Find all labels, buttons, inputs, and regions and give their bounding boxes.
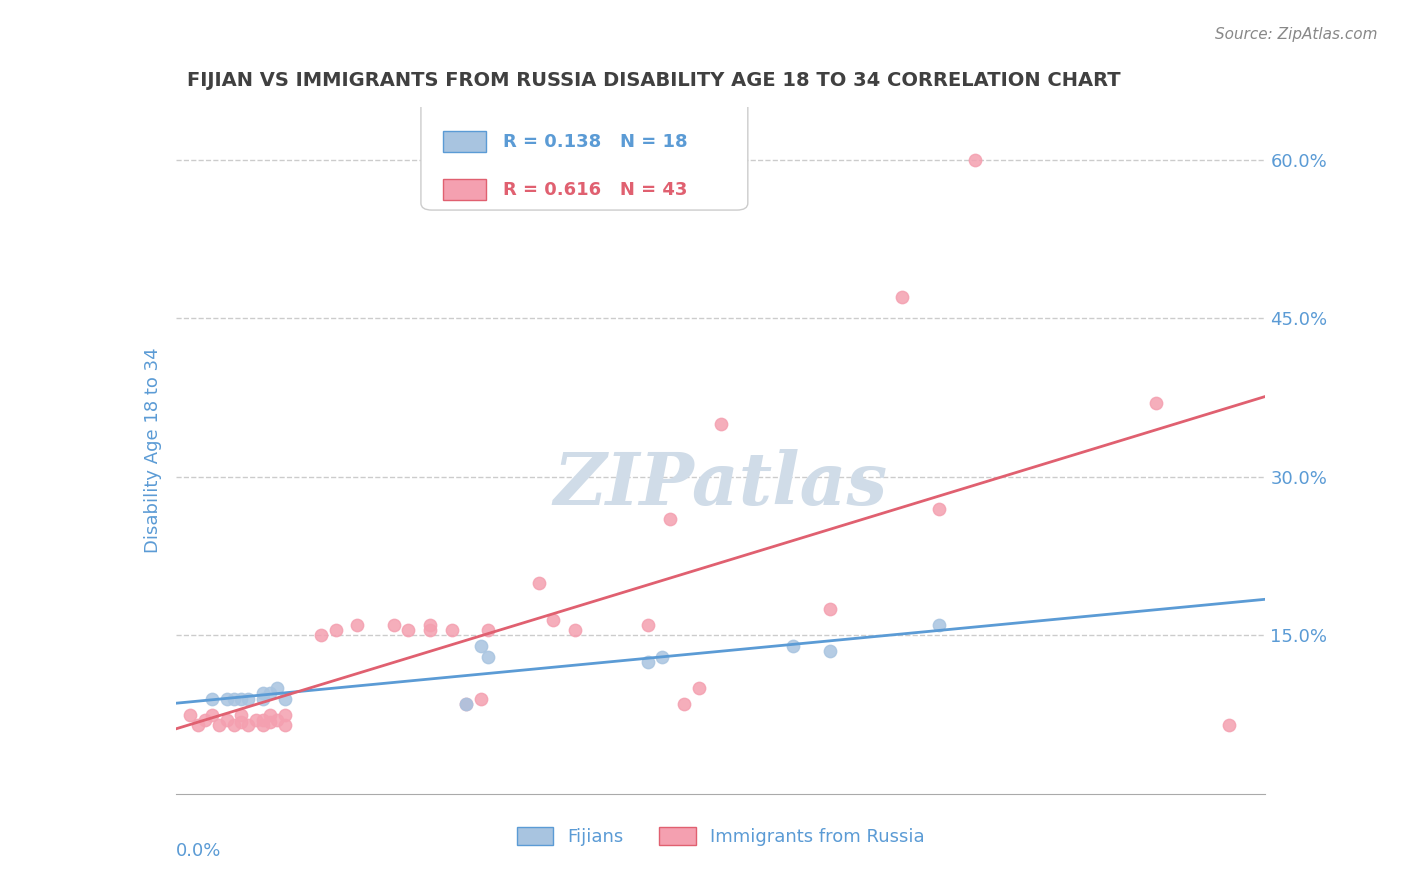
- Point: [564, 623, 586, 637]
- Point: [238, 718, 260, 732]
- Point: [1146, 396, 1168, 410]
- Point: [470, 639, 492, 653]
- Point: [477, 623, 499, 637]
- Point: [274, 691, 297, 706]
- FancyBboxPatch shape: [443, 131, 486, 152]
- Point: [782, 639, 804, 653]
- Point: [456, 697, 478, 711]
- Point: [651, 649, 673, 664]
- Point: [208, 718, 231, 732]
- Point: [1218, 718, 1240, 732]
- Point: [222, 718, 245, 732]
- Point: [231, 714, 253, 729]
- Point: [325, 623, 347, 637]
- Point: [245, 713, 267, 727]
- Point: [259, 707, 281, 722]
- Point: [527, 575, 550, 590]
- Point: [274, 707, 297, 722]
- Point: [818, 644, 841, 658]
- FancyBboxPatch shape: [420, 73, 748, 211]
- Point: [231, 691, 253, 706]
- Point: [252, 686, 274, 700]
- Point: [252, 718, 274, 732]
- Point: [637, 617, 659, 632]
- FancyBboxPatch shape: [443, 179, 486, 200]
- Text: R = 0.138   N = 18: R = 0.138 N = 18: [503, 133, 688, 151]
- Point: [215, 691, 238, 706]
- Point: [309, 628, 332, 642]
- Point: [963, 153, 986, 167]
- Point: [419, 617, 441, 632]
- Y-axis label: Disability Age 18 to 34: Disability Age 18 to 34: [143, 348, 162, 553]
- Text: Source: ZipAtlas.com: Source: ZipAtlas.com: [1215, 27, 1378, 42]
- Point: [396, 623, 419, 637]
- Point: [637, 655, 659, 669]
- Point: [658, 512, 681, 526]
- Point: [419, 623, 441, 637]
- Point: [688, 681, 710, 696]
- Point: [470, 691, 492, 706]
- Point: [238, 691, 260, 706]
- Point: [456, 697, 478, 711]
- Point: [259, 686, 281, 700]
- Point: [222, 691, 245, 706]
- Point: [928, 617, 950, 632]
- Point: [259, 714, 281, 729]
- Point: [710, 417, 733, 431]
- Point: [252, 691, 274, 706]
- Text: R = 0.616   N = 43: R = 0.616 N = 43: [503, 181, 688, 199]
- Point: [186, 718, 209, 732]
- Text: ZIPatlas: ZIPatlas: [554, 450, 887, 520]
- Point: [477, 649, 499, 664]
- Point: [543, 613, 565, 627]
- Point: [266, 681, 288, 696]
- Point: [891, 290, 914, 304]
- Point: [215, 713, 238, 727]
- Point: [266, 713, 288, 727]
- Point: [201, 707, 224, 722]
- Point: [274, 718, 297, 732]
- Point: [928, 501, 950, 516]
- Legend: Fijians, Immigrants from Russia: Fijians, Immigrants from Russia: [509, 820, 932, 854]
- Point: [440, 623, 463, 637]
- Point: [673, 697, 696, 711]
- Point: [201, 691, 224, 706]
- Point: [382, 617, 405, 632]
- Point: [346, 617, 368, 632]
- Point: [179, 707, 201, 722]
- Point: [252, 713, 274, 727]
- Text: 0.0%: 0.0%: [176, 842, 221, 860]
- Point: [818, 602, 841, 616]
- Point: [194, 713, 217, 727]
- Text: FIJIAN VS IMMIGRANTS FROM RUSSIA DISABILITY AGE 18 TO 34 CORRELATION CHART: FIJIAN VS IMMIGRANTS FROM RUSSIA DISABIL…: [187, 71, 1121, 90]
- Point: [231, 707, 253, 722]
